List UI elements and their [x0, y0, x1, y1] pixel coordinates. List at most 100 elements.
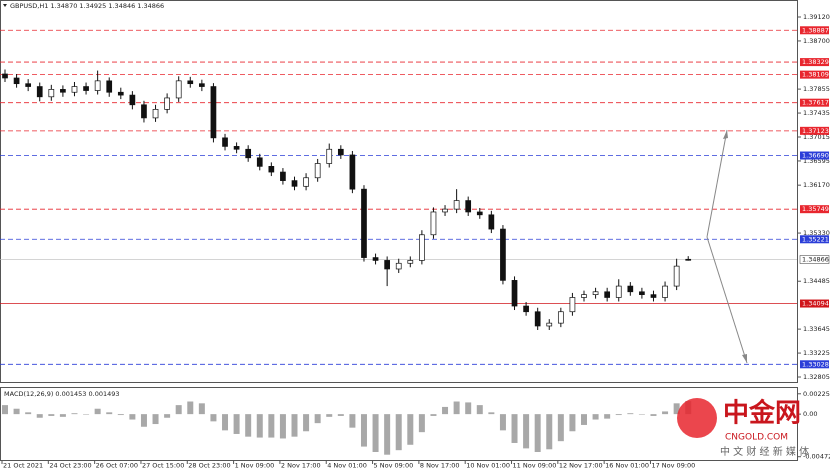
macd-bar [581, 414, 587, 425]
level-label-box [800, 126, 829, 135]
plot-layer: 1.39120 1.38700 1.37855 1.37435 1.37015 1.365… [0, 13, 830, 469]
y-tick-label: 1.36595 [803, 157, 830, 165]
macd-bar [673, 403, 680, 415]
y-tick-label: 1.39120 [803, 13, 830, 21]
macd-bar [557, 414, 564, 442]
candle-body [245, 148, 252, 159]
macd-bar [198, 403, 205, 415]
level-label: 1.38109 [802, 71, 829, 79]
candle-body [465, 200, 472, 213]
x-tick-label: 1 Nov 09:00 [235, 462, 275, 469]
candle-body [256, 157, 263, 167]
candle-body [523, 305, 529, 313]
candle-body [36, 86, 43, 98]
candle-body [430, 211, 437, 236]
candle-body [210, 86, 217, 139]
level-label-box [800, 360, 829, 369]
level-label-box [800, 235, 829, 244]
x-tick-label: 17 Nov 09:00 [651, 462, 695, 469]
macd-title: MACD(12,26,9) 0.001453 0.001493 [4, 390, 120, 398]
macd-bar [117, 414, 124, 416]
y-tick-label: 1.37855 [803, 85, 830, 93]
macd-bar [453, 401, 460, 415]
macd-y-tick-label: -0.004723 [803, 453, 830, 461]
macd-bar [337, 414, 344, 416]
candle-body [175, 80, 182, 99]
candle-body [233, 146, 240, 150]
chart-title: GBPUSD,H1 1.34870 1.34925 1.34846 1.3486… [10, 2, 164, 10]
macd-bar [256, 414, 263, 438]
candle-body [291, 180, 298, 187]
y-tick-label: 1.32805 [803, 373, 830, 381]
candle-body [314, 163, 321, 179]
level-label: 1.38887 [802, 26, 829, 34]
macd-bar [303, 414, 310, 432]
y-tick-label: 1.33645 [803, 325, 830, 333]
macd-bar [349, 414, 356, 428]
macd-bar [511, 414, 518, 443]
current-price-label: 1.34866 [802, 256, 829, 264]
candle-body [106, 80, 113, 93]
candle-body [2, 73, 8, 79]
macd-bar [291, 414, 298, 437]
candle-body [592, 291, 599, 295]
candle-body [48, 89, 55, 98]
macd-bar [384, 414, 391, 455]
candle-body [442, 208, 448, 213]
macd-bar [245, 414, 252, 437]
x-tick-label: 21 Oct 2021 [3, 462, 43, 469]
level-label: 1.37123 [802, 127, 829, 135]
level-label-box [800, 205, 829, 214]
candle-body [117, 91, 124, 96]
level-label-box [800, 98, 829, 107]
macd-bar [534, 414, 541, 452]
macd-bar [71, 413, 78, 415]
candle-body [94, 80, 101, 91]
candle-body [419, 234, 425, 261]
trend-arrow [706, 236, 748, 364]
macd-bar [175, 405, 182, 415]
macd-bar [129, 414, 136, 420]
macd-bar [152, 414, 159, 425]
watermark-tagline: 中 文 财 经 新 媒 体 [720, 445, 809, 458]
x-tick-label: 5 Nov 09:00 [374, 462, 414, 469]
x-tick-label: 8 Nov 17:00 [420, 462, 460, 469]
x-tick-label: 11 Nov 09:00 [513, 462, 557, 469]
candle-body [534, 311, 541, 327]
level-label: 1.36690 [802, 152, 829, 160]
macd-y-tick-label: 0.002258 [803, 390, 830, 398]
candle-body [71, 86, 78, 93]
macd-bar [499, 414, 506, 431]
level-label: 1.35221 [802, 235, 829, 243]
candle-body [337, 148, 344, 156]
level-label-box [800, 70, 829, 79]
macd-bar [36, 414, 43, 418]
x-tick-label: 4 Nov 01:00 [327, 462, 367, 469]
level-label-box [800, 299, 829, 308]
macd-bar [210, 414, 217, 422]
macd-bar [615, 414, 622, 416]
x-tick-label: 10 Nov 01:00 [466, 462, 510, 469]
level-label-box [800, 26, 829, 35]
watermark-logo [677, 398, 717, 438]
candle-body [349, 154, 356, 190]
candle-body [511, 280, 518, 307]
macd-bar [25, 412, 32, 415]
y-tick-label: 1.37435 [803, 109, 830, 117]
candle-body [83, 86, 89, 91]
candle-body [268, 166, 275, 173]
macd-bar [2, 405, 8, 415]
candle-body [650, 294, 657, 298]
candle-body [569, 297, 576, 313]
macd-bar [48, 414, 55, 416]
macd-bar [106, 412, 113, 415]
macd-bar [279, 414, 286, 439]
level-label: 1.34094 [802, 300, 829, 308]
candle-body [141, 104, 147, 119]
x-tick-label: 12 Nov 17:00 [559, 462, 603, 469]
candle-body [372, 257, 379, 261]
candle-body [673, 265, 680, 287]
macd-bar [360, 414, 367, 447]
x-tick-label: 26 Oct 07:00 [96, 462, 138, 469]
